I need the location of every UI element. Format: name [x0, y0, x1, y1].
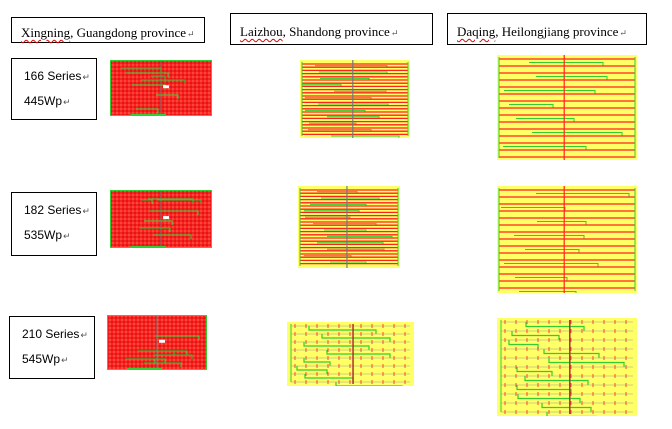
- power-label: 545Wp: [22, 352, 61, 366]
- paragraph-mark-icon: ↵: [63, 231, 71, 241]
- paragraph-mark-icon: ↵: [187, 29, 195, 39]
- layout-laizhou-210: [287, 322, 414, 386]
- header-daqing: Daqing, Heilongjiang province↵: [447, 13, 647, 45]
- series-label: 166 Series: [24, 69, 82, 83]
- header-xingning-rest: , Guangdong province: [70, 25, 187, 40]
- layout-xingning-182: [110, 190, 212, 248]
- paragraph-mark-icon: ↵: [80, 330, 88, 340]
- layout-laizhou-166: [300, 60, 410, 138]
- layout-daqing-182: [497, 186, 637, 293]
- header-xingning: Xingning, Guangdong province↵: [11, 17, 205, 43]
- layout-daqing-166: [497, 55, 637, 160]
- layout-xingning-210: [107, 315, 207, 370]
- row-label-166: 166 Series↵ 445Wp↵: [11, 58, 97, 120]
- row-label-210: 210 Series↵ 545Wp↵: [9, 316, 95, 379]
- row-label-182: 182 Series↵ 535Wp↵: [11, 192, 97, 256]
- paragraph-mark-icon: ↵: [82, 206, 90, 216]
- header-daqing-rest: , Heilongjiang province: [495, 24, 619, 39]
- layout-laizhou-182: [298, 186, 400, 268]
- layout-daqing-210: [497, 318, 637, 416]
- header-laizhou-rest: , Shandong province: [282, 24, 390, 39]
- header-laizhou-name: Laizhou: [240, 24, 283, 39]
- power-label: 445Wp: [24, 94, 63, 108]
- header-laizhou: Laizhou, Shandong province↵: [230, 13, 433, 45]
- header-daqing-name: Daqing: [457, 24, 496, 39]
- series-label: 210 Series: [22, 327, 80, 341]
- paragraph-mark-icon: ↵: [82, 72, 90, 82]
- paragraph-mark-icon: ↵: [61, 355, 69, 365]
- paragraph-mark-icon: ↵: [619, 28, 627, 38]
- paragraph-mark-icon: ↵: [390, 28, 399, 38]
- layout-xingning-166: [110, 60, 212, 116]
- power-label: 535Wp: [24, 228, 63, 242]
- paragraph-mark-icon: ↵: [63, 97, 71, 107]
- header-xingning-name: Xingning: [21, 25, 71, 40]
- series-label: 182 Series: [24, 203, 82, 217]
